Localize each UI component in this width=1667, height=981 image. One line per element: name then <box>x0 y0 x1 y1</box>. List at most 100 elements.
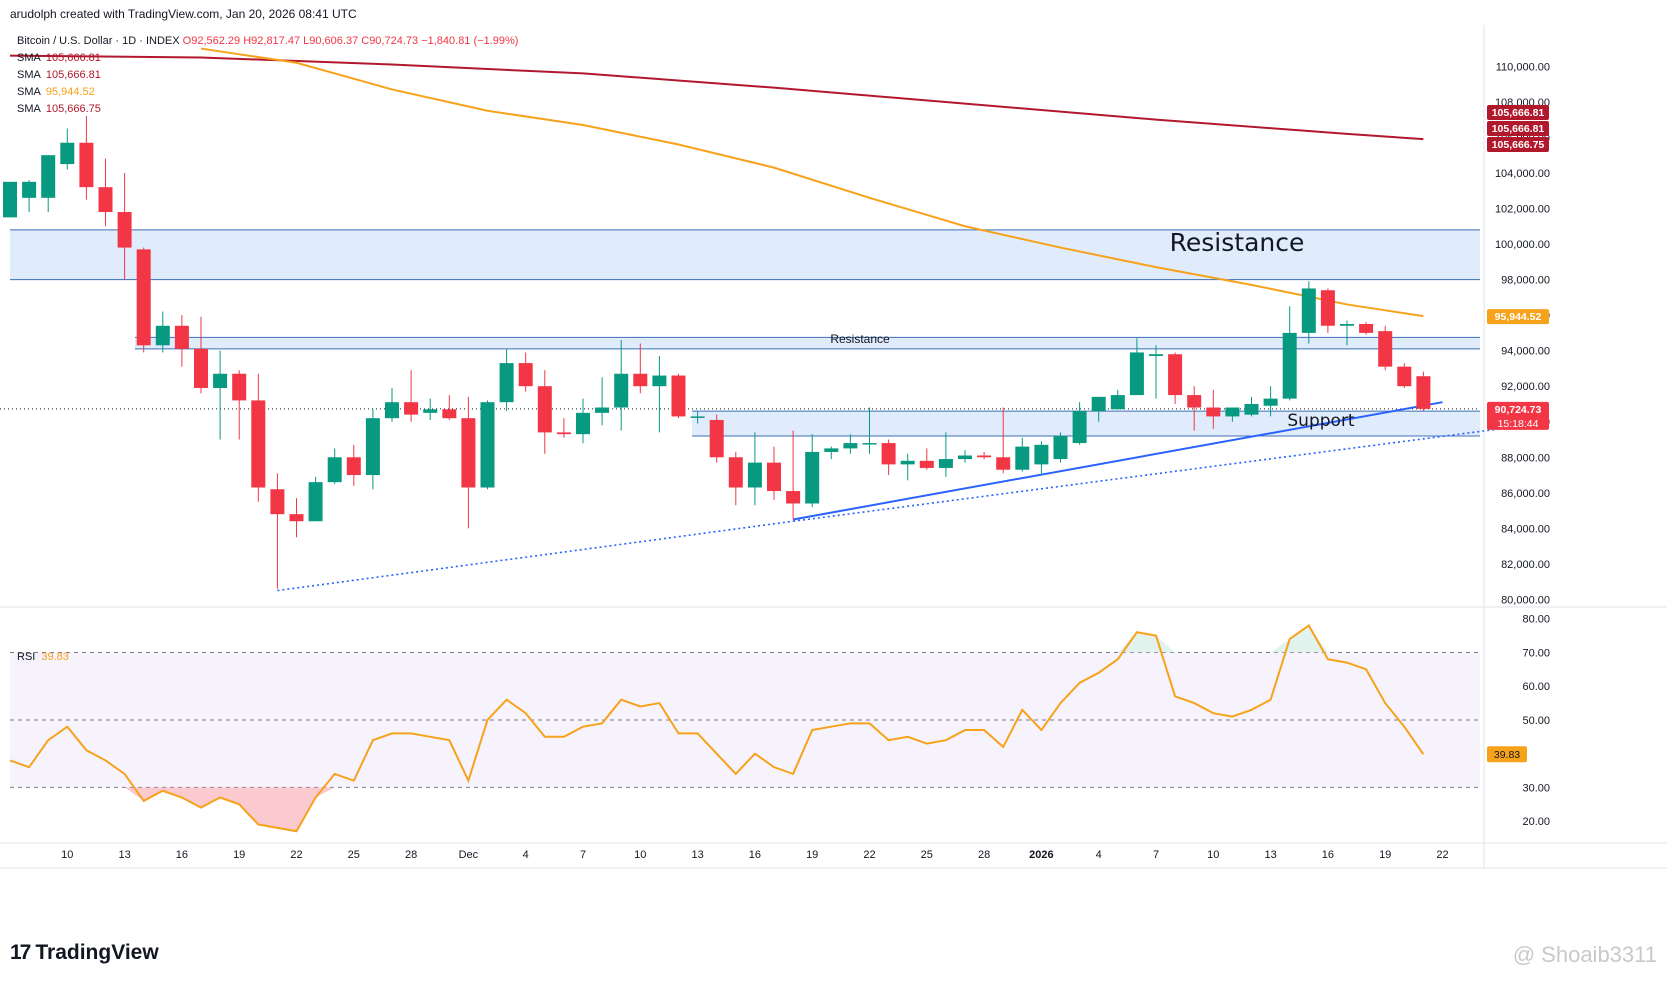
candle-body <box>1091 396 1106 412</box>
price-tick-label: 86,000.00 <box>1501 488 1550 500</box>
candle-body <box>232 373 247 401</box>
candle-body <box>843 443 858 449</box>
candle-body <box>1034 444 1049 465</box>
sma-value: 95,944.52 <box>45 86 95 98</box>
price-tick-label: 94,000.00 <box>1501 346 1550 358</box>
chart-credit: arudolph created with TradingView.com, J… <box>10 7 357 21</box>
symbol-name[interactable]: Bitcoin / U.S. Dollar · 1D · INDEX <box>17 35 180 47</box>
time-tick-label: 4 <box>523 849 529 861</box>
candle-body <box>595 407 610 413</box>
price-axis[interactable]: 80,000.00 82,000.00 84,000.00 86,000.00 88,0… <box>1487 61 1550 606</box>
candle-body <box>251 400 266 488</box>
candle-body <box>346 457 361 476</box>
price-tick-label: 84,000.00 <box>1501 523 1550 535</box>
candle-body <box>1053 435 1068 460</box>
candle-body <box>958 455 972 460</box>
price-label-bg <box>1487 401 1549 430</box>
sma-label: SMA <box>17 69 41 81</box>
sma-legend-row[interactable]: SMA 105,666.81 <box>17 50 518 67</box>
price-label: 105,666.81 <box>1492 123 1545 135</box>
main-grid <box>0 25 1667 869</box>
rsi-value: 39.83 <box>41 651 69 663</box>
candle-body <box>996 457 1011 470</box>
candle-body <box>480 402 495 488</box>
price-tick-label: 92,000.00 <box>1501 381 1550 393</box>
price-label-bg <box>1487 137 1549 152</box>
price-tick-label: 82,000.00 <box>1501 559 1550 571</box>
candle-body <box>3 181 17 218</box>
time-tick-label: 7 <box>1153 849 1159 861</box>
candle-body <box>1378 331 1393 367</box>
rsi-overbought-fill <box>1117 632 1176 653</box>
resistance-annotation: Resistance <box>1170 228 1305 257</box>
candle-body <box>919 460 934 468</box>
trendline <box>277 520 794 592</box>
author-watermark: @ Shoaib3311 <box>1512 942 1657 967</box>
time-axis[interactable]: 10 13 16 19 22 25 28 Dec 4 7 10 13 16 19 22 25 28 2026 4 7 1… <box>61 849 1448 861</box>
time-tick-label: 13 <box>691 849 703 861</box>
candle-body <box>767 462 781 492</box>
candle-body <box>213 373 228 388</box>
time-tick-label: 10 <box>634 849 646 861</box>
symbol-row[interactable]: Bitcoin / U.S. Dollar · 1D · INDEX O92,5… <box>17 33 518 50</box>
time-tick-label: 28 <box>978 849 990 861</box>
time-tick-label: 16 <box>176 849 188 861</box>
rsi-value-label-bg <box>1487 746 1527 763</box>
sma-value: 105,666.81 <box>45 52 101 64</box>
time-tick-label: 22 <box>863 849 875 861</box>
candle-body <box>499 363 514 403</box>
candle-body <box>862 443 877 445</box>
candle-body <box>442 409 457 419</box>
price-label: 105,666.75 <box>1492 139 1545 151</box>
sma-label: SMA <box>17 86 41 98</box>
sma-value: 105,666.75 <box>45 103 101 115</box>
candle-body <box>1359 324 1374 333</box>
candle-body <box>22 181 37 198</box>
rsi-tick-label: 30.00 <box>1522 782 1550 794</box>
time-tick-label: 4 <box>1096 849 1102 861</box>
rsi-overbought-fill <box>1270 625 1328 653</box>
candle-body <box>1397 366 1412 387</box>
candle-body <box>824 448 839 452</box>
price-tick-label: 98,000.00 <box>1501 275 1550 287</box>
time-tick-label: Dec <box>459 849 479 861</box>
candle-body <box>117 212 132 248</box>
candle-body <box>1244 403 1259 415</box>
candle-body <box>786 491 801 504</box>
tradingview-logo[interactable]: 17 TradingView <box>10 941 159 965</box>
time-tick-label: 7 <box>580 849 586 861</box>
sma-legend-row[interactable]: SMA 95,944.52 <box>17 84 518 101</box>
candle-body <box>194 348 208 388</box>
sma-line <box>200 47 1424 318</box>
candle-body <box>41 155 56 198</box>
candle-body <box>327 457 342 483</box>
candles <box>3 116 1431 589</box>
support-annotation: Support <box>1287 411 1355 431</box>
candle-body <box>1168 354 1183 396</box>
rsi-pane: 20.00 30.00 50.00 60.00 70.00 80.00 39.83 <box>9 614 1550 833</box>
time-tick-label: 22 <box>1436 849 1448 861</box>
candle-body <box>423 409 438 413</box>
time-tick-label: 2026 <box>1029 849 1053 861</box>
candle-body <box>518 363 533 387</box>
time-tick-label: 19 <box>806 849 818 861</box>
candle-body <box>461 418 476 488</box>
rsi-legend[interactable]: RSI 39.83 <box>17 651 69 663</box>
sma-legend-row[interactable]: SMA 105,666.75 <box>17 101 518 118</box>
candle-body <box>747 462 762 488</box>
price-label-bg <box>1487 309 1549 325</box>
candle-body <box>136 249 151 346</box>
annotations: Resistance Resistance Support <box>830 228 1355 431</box>
candle-body <box>404 402 419 415</box>
time-tick-label: 19 <box>1379 849 1391 861</box>
candle-body <box>1110 395 1125 410</box>
price-label: 90,724.73 <box>1495 404 1542 416</box>
candle-body <box>1320 290 1335 326</box>
candle-body <box>1187 395 1202 408</box>
candle-body <box>308 482 323 522</box>
candle-body <box>652 375 667 387</box>
sma-legend-row[interactable]: SMA 105,666.81 <box>17 67 518 84</box>
rsi-tick-label: 60.00 <box>1522 681 1550 693</box>
candle-body <box>576 412 590 435</box>
